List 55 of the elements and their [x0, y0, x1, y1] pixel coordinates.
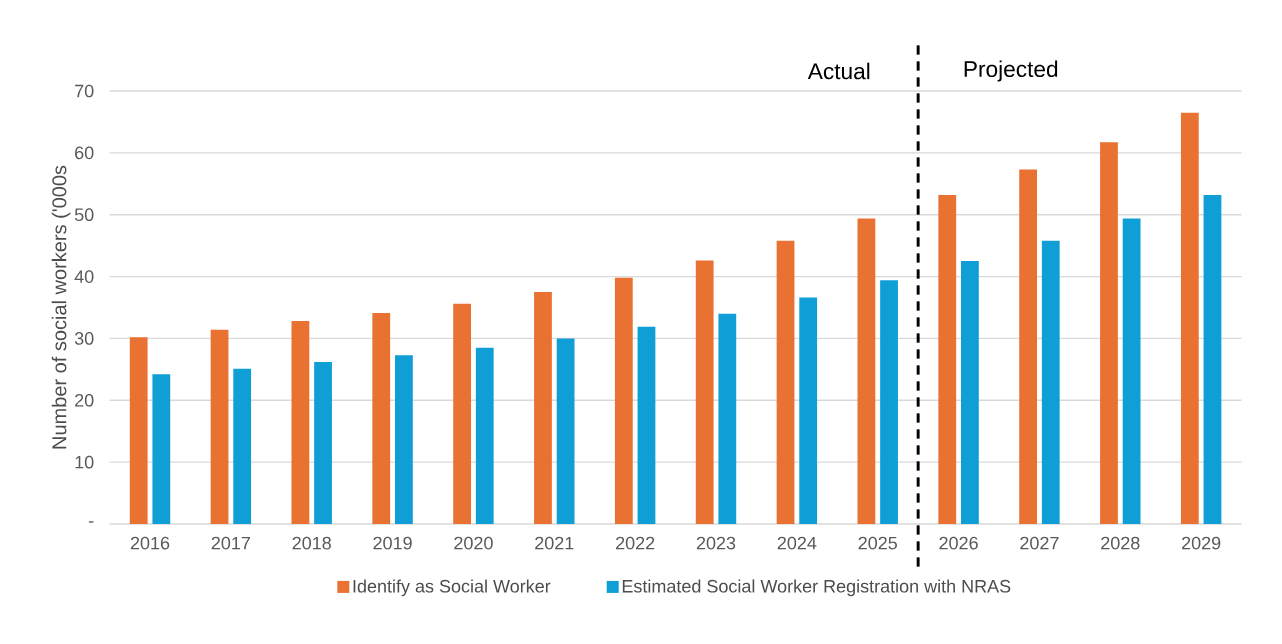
- bar: [534, 292, 552, 524]
- x-tick-label: 2028: [1101, 536, 1140, 550]
- x-tick-label: 2017: [211, 536, 250, 550]
- bar: [776, 240, 795, 524]
- x-tick-label: 2022: [616, 536, 655, 550]
- bar: [961, 261, 979, 524]
- y-tick-label: 70: [75, 84, 94, 98]
- bar: [718, 313, 737, 524]
- bar: [475, 347, 494, 524]
- bar: [799, 297, 818, 524]
- text: Actual: [807, 62, 870, 80]
- bar: [453, 303, 472, 524]
- x-tick-label: 2023: [696, 536, 736, 550]
- y-tick-label: -: [89, 521, 94, 523]
- x-tick-label: 2020: [454, 536, 493, 550]
- bar: [210, 329, 229, 524]
- y-tick-label: 60: [75, 146, 94, 160]
- y-tick-label: 20: [75, 393, 94, 407]
- y-axis-title: Number of social workers ('000s: [51, 165, 71, 449]
- x-tick-label: 2021: [535, 536, 574, 550]
- legend-label: Estimated Social Worker Registration with NRAS: [622, 579, 1011, 597]
- x-tick-label: 2027: [1020, 536, 1059, 550]
- x-tick-label: 2026: [939, 536, 978, 550]
- y-tick-label: 50: [74, 208, 94, 222]
- x-tick-label: 2016: [130, 536, 170, 550]
- bar: [614, 277, 633, 524]
- text: Projected: [964, 60, 1058, 82]
- bar: [233, 368, 252, 524]
- x-tick-label: 2019: [373, 536, 412, 550]
- legend-label: Identify as Social Worker: [353, 579, 551, 597]
- y-tick-label: 10: [75, 455, 94, 469]
- bar: [129, 337, 148, 524]
- bar: [938, 194, 957, 524]
- bar: [395, 355, 413, 524]
- bar: [857, 218, 876, 524]
- bar: [1180, 112, 1199, 524]
- x-tick-label: 2025: [858, 536, 897, 550]
- bar: [1100, 142, 1118, 524]
- bar: [695, 260, 714, 524]
- bar: [372, 313, 391, 524]
- x-tick-label: 2018: [292, 536, 331, 550]
- y-tick-label: 40: [74, 270, 94, 283]
- bar: [314, 361, 332, 524]
- bar: [637, 326, 656, 524]
- bar: [291, 321, 310, 524]
- bar: [1019, 169, 1038, 524]
- bar: [1122, 218, 1141, 524]
- bar: [1203, 194, 1222, 524]
- bar: [556, 338, 575, 524]
- y-tick-label: 30: [74, 332, 94, 345]
- bar: [1041, 240, 1060, 524]
- x-tick-label: 2024: [777, 536, 817, 550]
- bar: [152, 374, 171, 524]
- bar: [880, 280, 898, 524]
- x-tick-label: 2029: [1182, 536, 1221, 550]
